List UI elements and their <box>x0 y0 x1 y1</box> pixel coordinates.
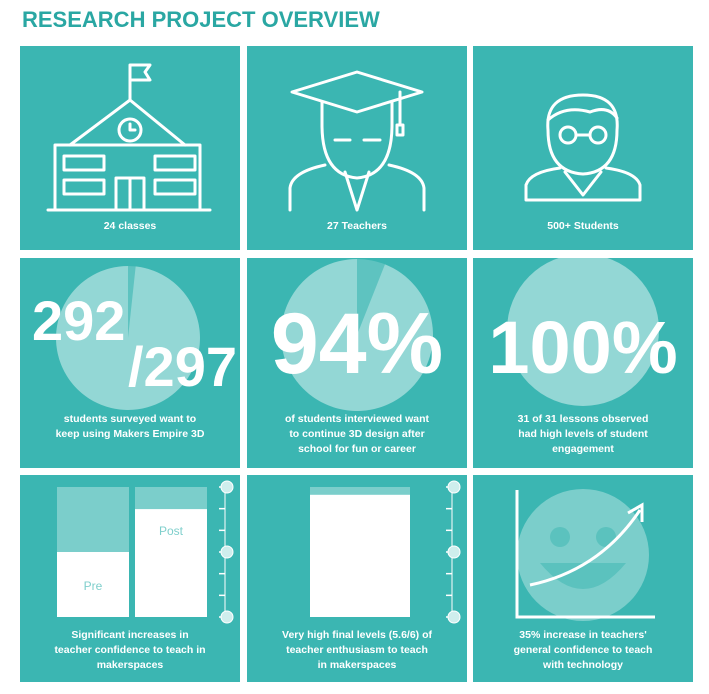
trend-arrow <box>529 509 642 587</box>
pie-background <box>507 254 659 406</box>
caption: had high levels of student <box>518 428 648 440</box>
pie-slice <box>507 254 659 406</box>
caption: keep using Makers Empire 3D <box>56 428 205 440</box>
smiley-mouth <box>540 563 626 589</box>
caption: of students interviewed want <box>285 413 430 425</box>
scale-face <box>447 480 461 494</box>
axes <box>515 490 655 619</box>
scale-face <box>447 610 461 624</box>
caption: engagement <box>552 443 614 455</box>
caption: Very high final levels (5.6/6) of <box>282 629 432 641</box>
bar <box>135 509 207 617</box>
student-icon <box>524 93 642 202</box>
bar <box>310 494 410 617</box>
page-title: RESEARCH PROJECT OVERVIEW <box>22 7 380 32</box>
pie-slice <box>56 266 201 411</box>
smiley-eye <box>596 527 616 547</box>
tile <box>473 258 693 468</box>
tile <box>247 258 467 468</box>
caption: with technology <box>542 659 623 671</box>
caption: makerspaces <box>97 659 164 671</box>
scale-face <box>447 545 461 559</box>
big-number: 94% <box>271 296 443 392</box>
caption: to continue 3D design after <box>289 428 424 440</box>
pie-background <box>56 266 200 410</box>
tiles: 24 classes 27 Teachers 500+ Students 292/29… <box>20 46 693 682</box>
caption: teacher enthusiasm to teach <box>286 644 428 656</box>
big-number: /297 <box>128 335 237 398</box>
school-icon <box>46 63 212 212</box>
bar-label: Post <box>159 524 184 538</box>
pie-background <box>281 259 433 411</box>
caption: 35% increase in teachers' <box>519 629 646 641</box>
scale-face <box>220 480 234 494</box>
bar <box>57 552 129 617</box>
scale-face <box>220 545 234 559</box>
scale-face <box>220 610 234 624</box>
caption: 500+ Students <box>547 220 619 232</box>
caption: teacher confidence to teach in <box>54 644 205 656</box>
tile <box>247 46 467 250</box>
caption: school for fun or career <box>298 443 416 455</box>
caption: 24 classes <box>104 220 157 232</box>
arrow-head <box>627 502 644 522</box>
tile <box>473 46 693 250</box>
caption: students surveyed want to <box>64 413 196 425</box>
caption: general confidence to teach <box>514 644 653 656</box>
caption: 27 Teachers <box>327 220 387 232</box>
pie-slice <box>281 259 434 412</box>
caption: in makerspaces <box>318 659 397 671</box>
teacher-icon <box>288 70 426 212</box>
big-number: 100% <box>488 306 677 389</box>
tile <box>20 258 240 468</box>
caption: 31 of 31 lessons observed <box>518 413 649 425</box>
caption: Significant increases in <box>71 629 188 641</box>
bar-label: Pre <box>84 579 103 593</box>
smiley <box>517 489 649 621</box>
smiley-eye <box>550 527 570 547</box>
big-number: 292 <box>32 289 125 352</box>
